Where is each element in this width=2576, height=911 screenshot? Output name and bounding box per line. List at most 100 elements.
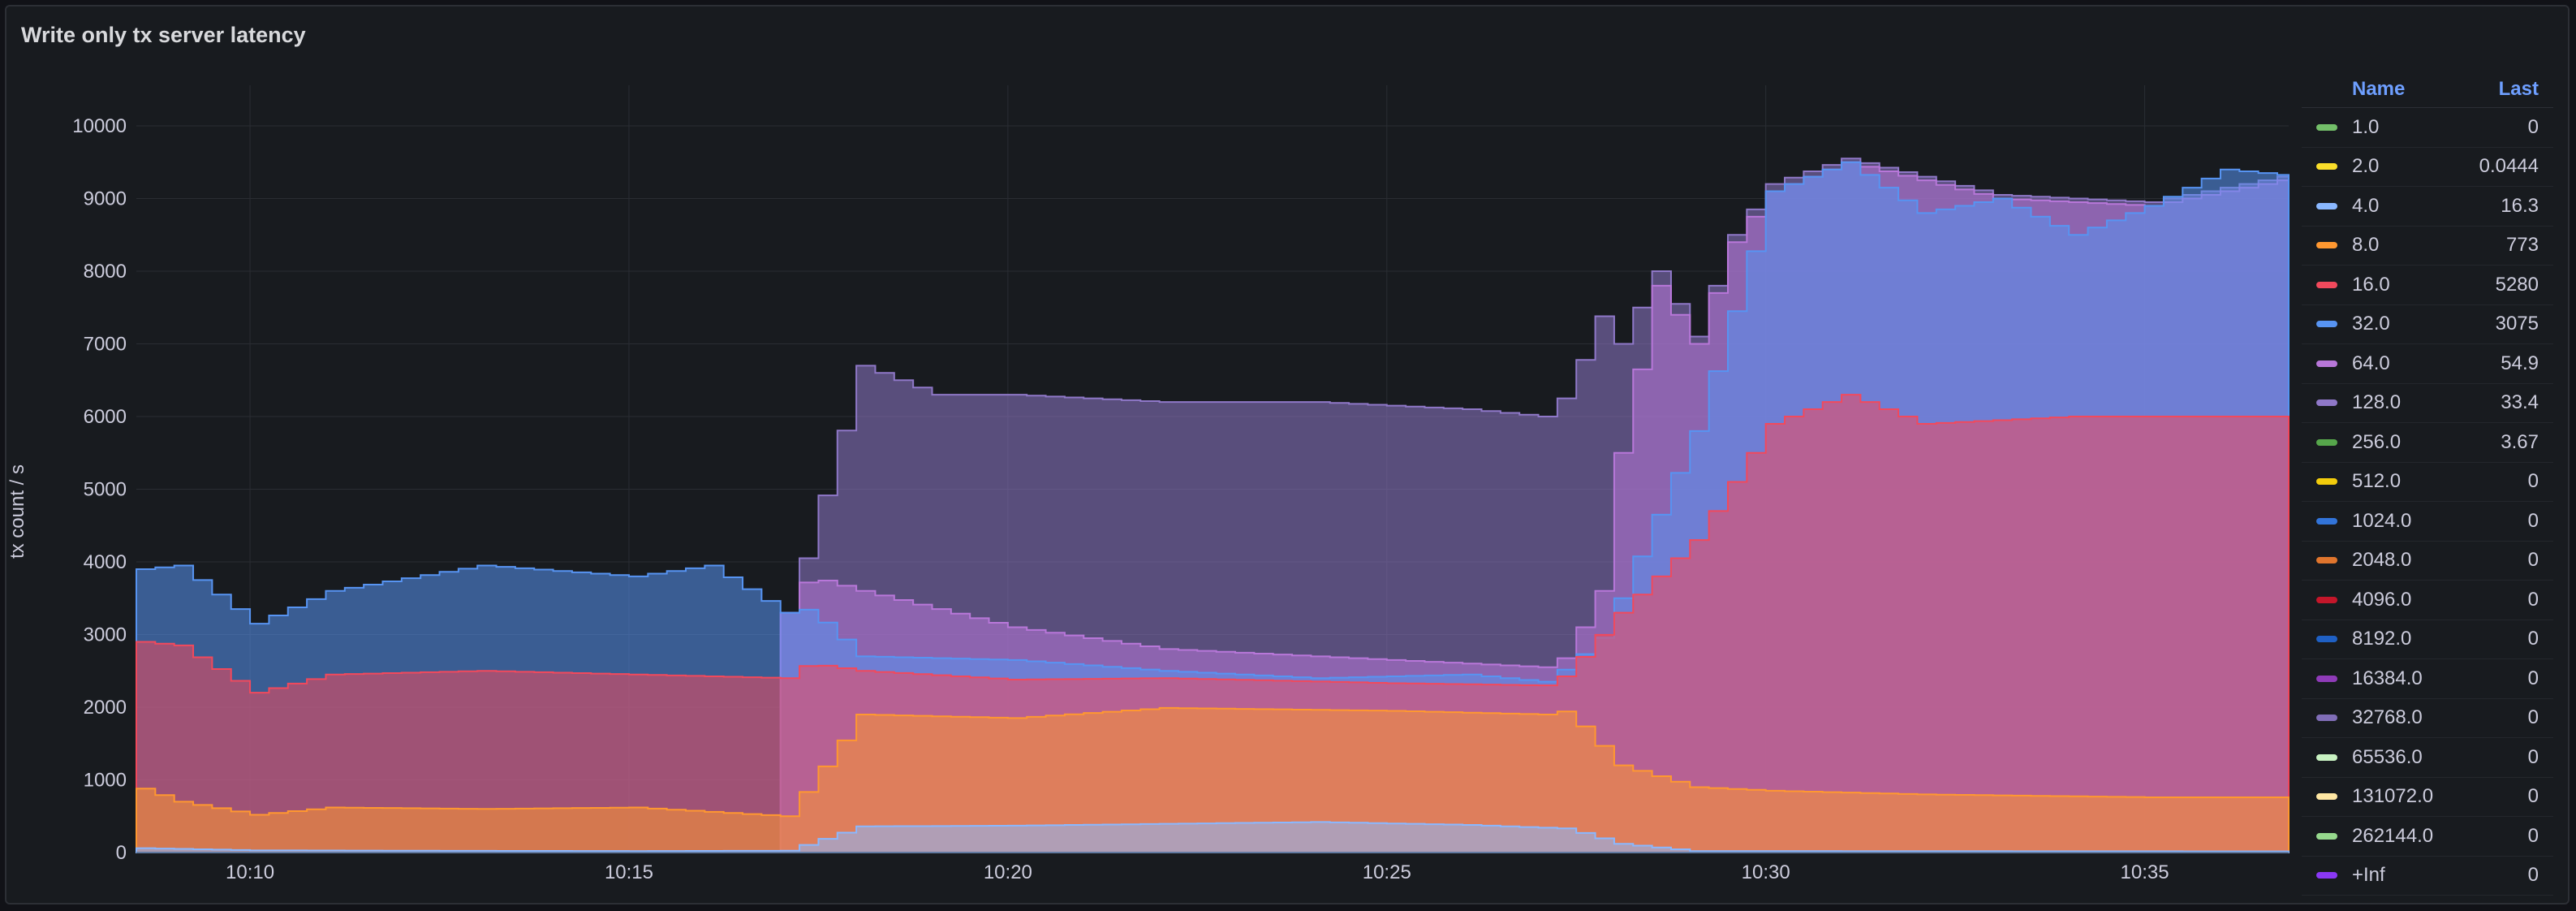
series-area-8-0 bbox=[136, 706, 2290, 853]
legend-swatch bbox=[2316, 163, 2337, 171]
legend-swatch bbox=[2316, 596, 2337, 603]
y-tick-label: 2000 bbox=[84, 697, 127, 719]
legend-item-name: 2048.0 bbox=[2352, 549, 2412, 572]
legend-item-name: 512.0 bbox=[2352, 470, 2402, 493]
y-axis-label: tx count / s bbox=[6, 464, 28, 559]
legend-item-name: 256.0 bbox=[2352, 430, 2402, 453]
legend-swatch bbox=[2316, 753, 2337, 761]
y-tick-label: 0 bbox=[116, 842, 127, 864]
legend-item-name: 262144.0 bbox=[2352, 824, 2434, 847]
legend-swatch bbox=[2316, 123, 2337, 131]
legend-item[interactable]: 64.0 54.9 bbox=[2302, 344, 2553, 384]
legend-item[interactable]: 32768.0 0 bbox=[2302, 699, 2553, 738]
legend-item-name: 2.0 bbox=[2352, 155, 2380, 178]
legend-item[interactable]: 16.0 5280 bbox=[2302, 266, 2553, 305]
legend-header-name[interactable]: Name bbox=[2352, 78, 2406, 100]
legend-item-last: 0 bbox=[2527, 785, 2539, 808]
y-tick-label: 7000 bbox=[84, 334, 127, 356]
legend-swatch bbox=[2316, 202, 2337, 209]
y-tick-label: 9000 bbox=[84, 188, 127, 210]
legend-item-name: 8.0 bbox=[2352, 234, 2380, 257]
legend-item-name: 1.0 bbox=[2352, 115, 2380, 138]
legend-item-last: 0 bbox=[2527, 470, 2539, 493]
x-tick-label: 10:15 bbox=[605, 861, 653, 883]
legend-item-name: 65536.0 bbox=[2352, 745, 2423, 768]
legend-item[interactable]: 65536.0 0 bbox=[2302, 738, 2553, 778]
legend-item-name: 4096.0 bbox=[2352, 588, 2412, 611]
legend-item[interactable]: +Inf 0 bbox=[2302, 857, 2553, 896]
legend-item-name: 4.0 bbox=[2352, 194, 2380, 217]
legend-item[interactable]: 32.0 3075 bbox=[2302, 305, 2553, 344]
legend-item-last: 5280 bbox=[2495, 273, 2539, 296]
legend-swatch bbox=[2316, 636, 2337, 643]
legend-swatch bbox=[2316, 281, 2337, 288]
legend-item-name: 1024.0 bbox=[2352, 509, 2412, 532]
legend-item-last: 0 bbox=[2527, 509, 2539, 532]
legend-swatch bbox=[2316, 360, 2337, 367]
legend-item-last: 0 bbox=[2527, 588, 2539, 611]
x-tick-label: 10:35 bbox=[2121, 861, 2169, 883]
legend-swatch bbox=[2316, 438, 2337, 446]
y-tick-label: 1000 bbox=[84, 770, 127, 792]
legend-rows: 1.0 0 2.0 0.0444 4.0 16.3 8.0 773 16.0 5280 32.0 30… bbox=[2302, 108, 2553, 896]
legend-item-last: 0 bbox=[2527, 628, 2539, 650]
x-tick-label: 10:25 bbox=[1363, 861, 1411, 883]
legend-swatch bbox=[2316, 715, 2337, 722]
panel-title[interactable]: Write only tx server latency bbox=[21, 23, 306, 47]
legend-item[interactable]: 2.0 0.0444 bbox=[2302, 148, 2553, 187]
legend-item[interactable]: 4.0 16.3 bbox=[2302, 187, 2553, 227]
legend-swatch bbox=[2316, 557, 2337, 564]
legend-item[interactable]: 262144.0 0 bbox=[2302, 817, 2553, 857]
legend-item-last: 0 bbox=[2527, 824, 2539, 847]
legend-swatch bbox=[2316, 321, 2337, 328]
legend-item-name: 64.0 bbox=[2352, 352, 2390, 374]
legend-item-last: 0.0444 bbox=[2479, 155, 2539, 178]
legend-item[interactable]: 16384.0 0 bbox=[2302, 659, 2553, 699]
legend-item-name: 16.0 bbox=[2352, 273, 2390, 296]
legend-swatch bbox=[2316, 478, 2337, 486]
y-tick-label: 4000 bbox=[84, 551, 127, 573]
legend-item[interactable]: 8.0 773 bbox=[2302, 227, 2553, 266]
legend-item-last: 0 bbox=[2527, 706, 2539, 729]
legend-item-name: 131072.0 bbox=[2352, 785, 2434, 808]
legend-item[interactable]: 4096.0 0 bbox=[2302, 581, 2553, 620]
legend-item-last: 3.67 bbox=[2501, 430, 2539, 453]
legend-item-last: 773 bbox=[2505, 234, 2539, 257]
legend-swatch bbox=[2316, 872, 2337, 879]
legend-item-last: 3075 bbox=[2495, 313, 2539, 335]
legend-item-name: +Inf bbox=[2352, 864, 2385, 887]
legend-item[interactable]: 2048.0 0 bbox=[2302, 542, 2553, 581]
legend-item-name: 128.0 bbox=[2352, 391, 2402, 414]
legend-item[interactable]: 256.0 3.67 bbox=[2302, 423, 2553, 463]
legend-item-last: 33.4 bbox=[2501, 391, 2539, 414]
y-tick-label: 3000 bbox=[84, 624, 127, 646]
legend-header: Name Last bbox=[2302, 71, 2553, 108]
legend-item[interactable]: 8192.0 0 bbox=[2302, 620, 2553, 659]
y-tick-label: 10000 bbox=[72, 115, 127, 137]
x-tick-label: 10:10 bbox=[226, 861, 274, 883]
legend-item[interactable]: 131072.0 0 bbox=[2302, 778, 2553, 817]
x-tick-label: 10:30 bbox=[1742, 861, 1790, 883]
legend-swatch bbox=[2316, 832, 2337, 840]
legend-item-last: 0 bbox=[2527, 549, 2539, 572]
legend-swatch bbox=[2316, 399, 2337, 407]
legend-swatch bbox=[2316, 242, 2337, 249]
legend-item[interactable]: 1024.0 0 bbox=[2302, 502, 2553, 542]
legend-item-last: 0 bbox=[2527, 115, 2539, 138]
legend-swatch bbox=[2316, 517, 2337, 525]
series-area-4-0 bbox=[136, 821, 2290, 853]
legend-swatch bbox=[2316, 793, 2337, 801]
legend-item[interactable]: 1.0 0 bbox=[2302, 108, 2553, 148]
legend-item-name: 8192.0 bbox=[2352, 628, 2412, 650]
legend-item-last: 0 bbox=[2527, 864, 2539, 887]
legend-header-last[interactable]: Last bbox=[2498, 78, 2539, 100]
legend-item[interactable]: 128.0 33.4 bbox=[2302, 384, 2553, 423]
legend-swatch bbox=[2316, 675, 2337, 682]
y-tick-label: 5000 bbox=[84, 479, 127, 501]
legend-item-last: 0 bbox=[2527, 745, 2539, 768]
legend-item[interactable]: 512.0 0 bbox=[2302, 463, 2553, 502]
legend-item-last: 54.9 bbox=[2501, 352, 2539, 374]
series-area-16-0 bbox=[136, 394, 2290, 853]
y-tick-label: 6000 bbox=[84, 406, 127, 428]
